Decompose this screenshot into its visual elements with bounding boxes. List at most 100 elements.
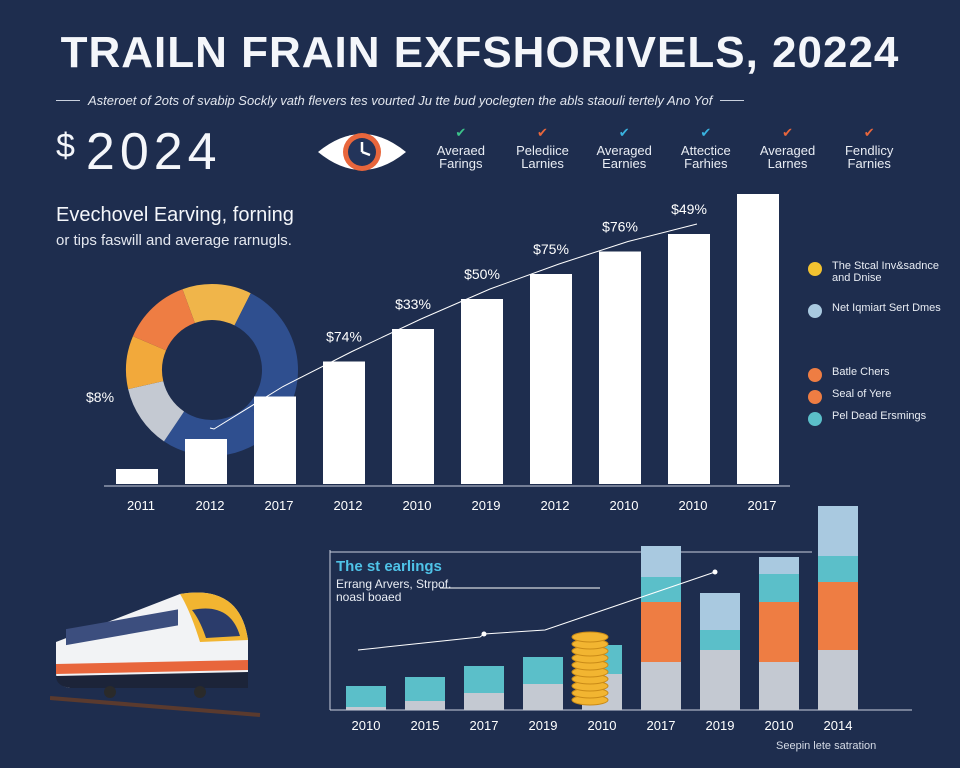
subtitle-text: Asteroet of 2ots of svabip Sockly vath f… <box>88 92 713 108</box>
stacked-segment <box>818 506 858 556</box>
legend-item: The Stcal Inv&sadnce and Dnise <box>808 260 942 284</box>
legend-item: Net Iqmiart Sert Dmes <box>808 302 942 318</box>
donut-side-label: $8% <box>86 389 114 405</box>
x-tick-label: 2010 <box>679 498 708 513</box>
stacked-segment <box>405 677 445 701</box>
x-tick-label: 2011 <box>127 498 155 513</box>
stat-item: ✔ Averaed Farings <box>420 126 502 176</box>
train-icon <box>50 592 261 717</box>
bar-data-label: $33% <box>395 296 431 312</box>
check-icon: ✔ <box>455 125 467 140</box>
x-tick-label: 2010 <box>403 498 432 513</box>
legend-swatch <box>808 390 822 404</box>
subtitle-rule-right <box>720 99 745 101</box>
donut-slice <box>182 284 251 326</box>
x-tick-label: 2014 <box>824 718 853 733</box>
stacked-segment <box>464 693 504 710</box>
stacked-segment <box>818 650 858 710</box>
stacked-segment <box>405 701 445 710</box>
bar <box>254 396 296 484</box>
bar-data-label: $75% <box>533 241 569 257</box>
x-tick-label: 2019 <box>472 498 501 513</box>
x-tick-label: 2012 <box>334 498 363 513</box>
stacked-segment <box>818 582 858 650</box>
check-icon: ✔ <box>863 125 875 140</box>
main-bar-chart: $8% 2011 2012 2017 2012 $74% 2010 $33% 2019 $50% 2… <box>86 194 790 513</box>
legend-swatch <box>808 412 822 426</box>
subtitle-rule-left <box>56 99 80 101</box>
bar-data-label: $49% <box>671 201 707 217</box>
subtitle-banner: Asteroet of 2ots of svabip Sockly vath f… <box>56 92 904 108</box>
bar <box>668 234 710 484</box>
stacked-segment <box>641 602 681 662</box>
bar <box>530 274 572 484</box>
check-icon: ✔ <box>618 125 630 140</box>
x-tick-label: 2010 <box>610 498 639 513</box>
x-tick-label: 2017 <box>265 498 294 513</box>
coin-icon <box>571 631 609 643</box>
bar-data-label: $50% <box>464 266 500 282</box>
check-icon: ✔ <box>700 125 712 140</box>
big-amount: $2024 <box>56 122 222 182</box>
stat-item: ✔ Averaged Larnes <box>747 126 829 176</box>
check-icon: ✔ <box>537 125 548 140</box>
legend-swatch <box>808 368 822 382</box>
stacked-segment <box>759 662 799 710</box>
trend-point <box>712 569 718 575</box>
x-tick-label: 2010 <box>765 718 794 733</box>
stacked-segment <box>818 556 858 582</box>
x-tick-label: 2017 <box>647 718 676 733</box>
eye-clock-icon <box>318 133 406 171</box>
stacked-segment <box>641 662 681 710</box>
donut-slice <box>128 381 185 442</box>
check-icon: ✔ <box>782 125 793 140</box>
donut-slice <box>125 336 167 390</box>
stacked-segment <box>464 666 504 693</box>
stacked-segment <box>759 602 799 662</box>
footnote: Seepin lete satration <box>776 740 877 752</box>
bottom-chart-subtitle: Errang Arvers, Strpof. noasl boaed <box>336 577 452 604</box>
bar <box>116 469 158 484</box>
stacked-segment <box>523 657 563 684</box>
stacked-segment <box>700 593 740 630</box>
stacked-segment <box>641 546 681 577</box>
bar-data-label: $74% <box>326 329 362 345</box>
big-amount-value: 2024 <box>85 123 222 181</box>
stat-item: ✔ Pelediice Larnies <box>502 126 584 176</box>
legend-swatch <box>808 262 822 276</box>
donut-slice <box>234 293 298 431</box>
bar <box>737 194 779 484</box>
legend-item: Seal of Yere <box>808 388 942 404</box>
trend-line <box>209 223 698 430</box>
dollar-symbol: $ <box>56 127 80 165</box>
stacked-segment <box>759 574 799 602</box>
stacked-segment <box>346 686 386 707</box>
stacked-segment <box>700 650 740 710</box>
stacked-segment <box>523 684 563 710</box>
donut-slice <box>132 289 195 351</box>
bar <box>185 439 227 484</box>
x-tick-label: 2019 <box>529 718 558 733</box>
stats-row: ✔ Averaed Farings ✔ Pelediice Larnies ✔ Ave… <box>420 126 910 176</box>
x-tick-label: 2012 <box>196 498 225 513</box>
bar <box>599 251 641 484</box>
stacked-segment <box>700 630 740 650</box>
stacked-segment <box>759 557 799 574</box>
stat-item: ✔ Fendlicy Farnies <box>828 126 910 176</box>
legend-item: Batle Chers <box>808 366 942 382</box>
x-tick-label: 2017 <box>470 718 499 733</box>
x-tick-label: 2012 <box>541 498 570 513</box>
x-tick-label: 2019 <box>706 718 735 733</box>
trend-point <box>481 631 487 637</box>
stacked-segment <box>641 577 681 602</box>
x-tick-label: 2015 <box>411 718 440 733</box>
stat-item: ✔ Averaged Earnies <box>583 126 665 176</box>
x-tick-label: 2010 <box>588 718 617 733</box>
bar-data-label: $76% <box>602 219 638 235</box>
bar <box>461 299 503 484</box>
stacked-segment <box>346 707 386 710</box>
section-heading: Evechovel Earving, forning <box>56 204 294 226</box>
bar <box>323 361 365 484</box>
x-tick-label: 2010 <box>352 718 381 733</box>
